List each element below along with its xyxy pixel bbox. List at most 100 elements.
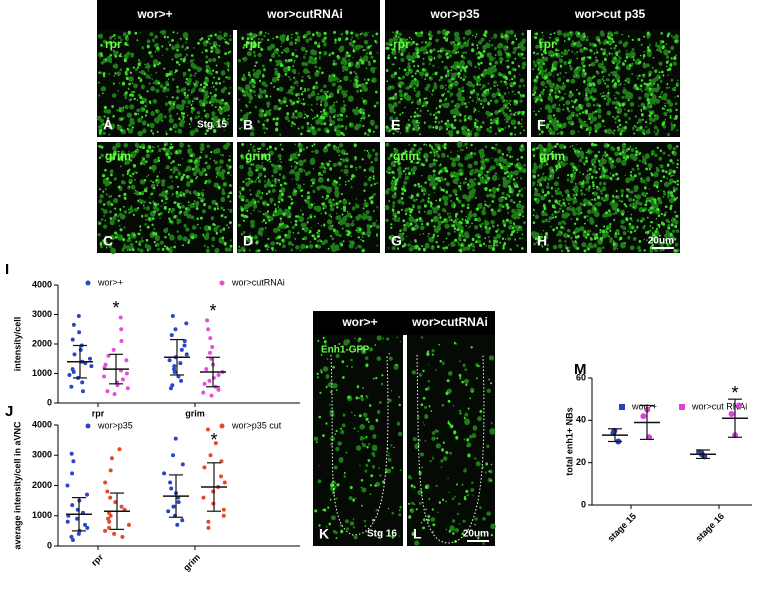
data-point — [216, 387, 221, 392]
data-point — [125, 386, 130, 391]
data-point — [85, 525, 90, 530]
data-point — [184, 321, 189, 326]
data-point — [169, 333, 174, 338]
data-point — [175, 522, 180, 527]
data-point — [87, 356, 92, 361]
panel-letter: K — [319, 526, 329, 542]
y-tick-label: 60 — [576, 372, 586, 382]
x-tick-label: stage 16 — [694, 511, 727, 544]
data-point — [204, 367, 209, 372]
panel-note: Stg 15 — [197, 120, 227, 131]
legend-marker — [219, 423, 225, 429]
probe-label: grim — [393, 149, 419, 163]
data-point — [89, 364, 94, 369]
significance-mark: * — [731, 383, 738, 403]
data-point — [168, 480, 173, 485]
data-point — [71, 459, 76, 464]
x-tick-label: rpr — [92, 408, 105, 418]
data-point — [162, 471, 167, 476]
data-point — [180, 518, 185, 523]
probe-label: rpr — [393, 37, 410, 51]
data-point — [208, 336, 213, 341]
data-point — [172, 370, 177, 375]
y-tick-label: 2000 — [32, 338, 52, 348]
data-point — [102, 374, 107, 379]
data-point — [119, 504, 124, 509]
data-point — [168, 386, 173, 391]
panel-letter: M — [574, 361, 587, 378]
data-point — [735, 402, 742, 409]
y-tick-label: 4000 — [32, 419, 52, 429]
panel-letter: G — [391, 233, 402, 249]
data-point — [75, 516, 80, 521]
data-point — [105, 389, 110, 394]
y-tick-label: 2000 — [32, 480, 52, 490]
data-point — [166, 509, 171, 514]
image-header: wor>p35 — [429, 7, 479, 21]
data-point — [71, 370, 76, 375]
legend-marker — [85, 423, 91, 429]
data-point — [70, 537, 75, 542]
data-point — [173, 327, 178, 332]
cell-signal — [385, 30, 526, 136]
data-point — [206, 327, 211, 332]
data-point — [65, 483, 70, 488]
cell-signal — [313, 335, 403, 540]
y-tick-label: 1000 — [32, 368, 52, 378]
data-point — [103, 528, 108, 533]
legend-label: wor>+ — [631, 401, 657, 411]
data-point — [71, 322, 76, 327]
image-header-bar — [313, 311, 495, 335]
data-point — [205, 318, 210, 323]
data-point — [208, 453, 213, 458]
x-tick-label: rpr — [89, 552, 105, 568]
data-point — [103, 480, 108, 485]
data-point — [169, 486, 174, 491]
data-point — [221, 507, 226, 512]
data-point — [182, 343, 187, 348]
data-point — [70, 337, 75, 342]
cell-signal — [384, 141, 527, 252]
data-point — [80, 389, 85, 394]
legend-marker — [619, 404, 625, 410]
data-point — [108, 495, 113, 500]
cell-signal — [96, 29, 232, 137]
vnc-outline — [330, 354, 389, 536]
panel-letter: A — [103, 117, 113, 133]
data-point — [640, 413, 647, 420]
significance-mark: * — [112, 298, 119, 318]
data-point — [221, 513, 226, 518]
image-header: wor>+ — [341, 315, 377, 329]
data-point — [209, 393, 214, 398]
data-point — [176, 500, 181, 505]
cell-signal — [532, 31, 679, 136]
cell-signal — [98, 30, 232, 136]
y-tick-label: 4000 — [32, 279, 52, 289]
data-point — [170, 313, 175, 318]
legend-marker — [219, 280, 225, 286]
panel-letter: F — [537, 117, 546, 133]
data-point — [117, 447, 122, 452]
y-axis-title: intensity/cell — [12, 317, 22, 372]
image-header-bar — [385, 0, 680, 30]
data-point — [201, 495, 206, 500]
probe-label: Enh1-GFP — [321, 345, 370, 356]
legend-label: wor>p35 cut — [231, 420, 282, 430]
data-point — [124, 358, 129, 363]
x-tick-label: stage 15 — [606, 511, 639, 544]
y-axis-title: total enh1+ NBs — [564, 407, 574, 475]
data-point — [65, 519, 70, 524]
image-header-bar — [97, 0, 380, 30]
probe-label: rpr — [539, 37, 556, 51]
y-tick-label: 1000 — [32, 510, 52, 520]
data-point — [126, 522, 131, 527]
data-point — [218, 474, 223, 479]
legend-label: wor>p35 — [97, 420, 133, 430]
data-point — [172, 364, 177, 369]
data-point — [179, 378, 184, 383]
cell-signal — [408, 341, 494, 543]
data-point — [120, 377, 125, 382]
panel-note: Stg 16 — [367, 529, 397, 540]
data-point — [107, 519, 112, 524]
significance-mark: * — [209, 301, 216, 321]
